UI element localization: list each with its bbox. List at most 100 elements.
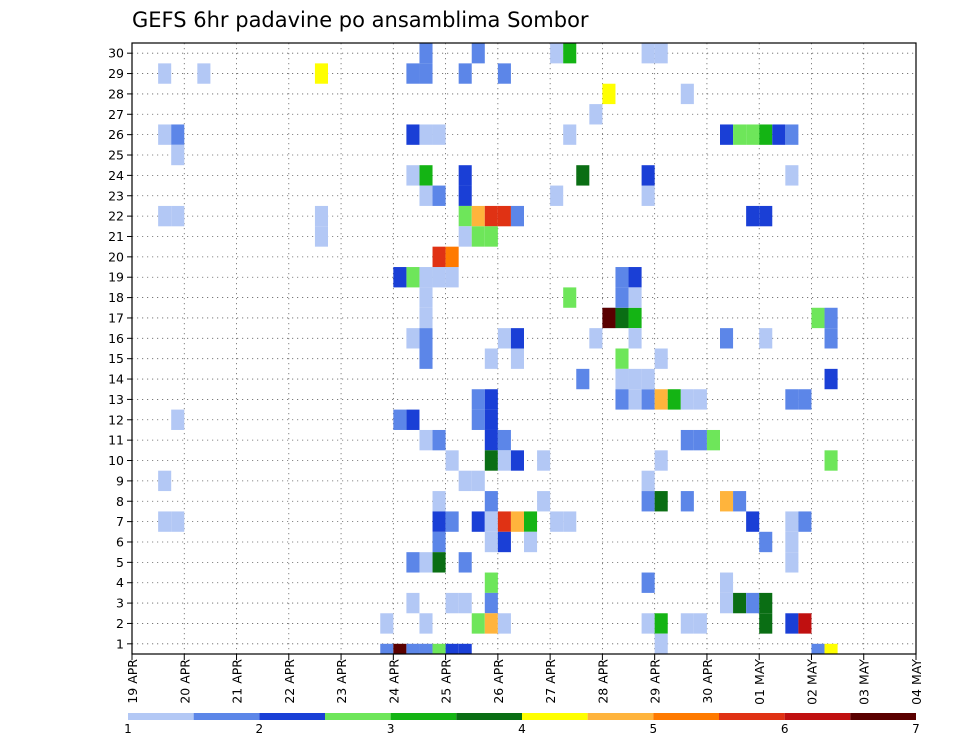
x-tick-label: 21 APR — [230, 659, 245, 704]
x-tick-label: 22 APR — [282, 659, 297, 704]
colorbar-swatch — [653, 713, 719, 720]
y-tick-label: 27 — [108, 107, 124, 122]
data-cell — [406, 328, 420, 349]
x-tick-label: 20 APR — [177, 659, 192, 704]
data-cell — [720, 124, 734, 145]
data-cell — [406, 643, 420, 654]
data-cell — [785, 165, 799, 186]
data-cell — [641, 185, 655, 206]
data-cell — [693, 429, 707, 451]
plot-frame — [131, 42, 917, 655]
data-cell — [785, 531, 799, 553]
y-tick-label: 10 — [108, 453, 124, 468]
data-cell — [680, 83, 694, 105]
data-cell — [628, 389, 642, 410]
data-cell — [419, 63, 433, 84]
data-cell — [576, 368, 590, 390]
x-tick-label: 19 APR — [125, 659, 140, 704]
colorbar-swatch — [587, 713, 654, 720]
data-cell — [484, 389, 498, 410]
colorbar-swatch — [719, 713, 785, 720]
data-cell — [759, 124, 773, 145]
data-cell — [458, 185, 472, 206]
data-cell — [419, 43, 433, 64]
data-cell — [158, 470, 172, 492]
data-cell — [510, 511, 524, 532]
data-cell — [419, 643, 433, 654]
data-cell — [720, 328, 734, 349]
data-cell — [798, 511, 812, 532]
data-cell — [654, 633, 668, 654]
data-cell — [824, 643, 838, 654]
data-cell — [471, 613, 485, 634]
y-tick-label: 22 — [108, 209, 124, 224]
y-tick-label: 12 — [108, 412, 124, 427]
data-cell — [772, 124, 786, 145]
data-cell — [615, 389, 629, 410]
data-cell — [615, 348, 629, 369]
data-cell — [759, 328, 773, 349]
y-tick-label: 7 — [116, 514, 124, 529]
data-cell — [158, 124, 172, 145]
data-cell — [733, 592, 747, 614]
data-cell — [484, 592, 498, 614]
data-cell — [158, 205, 172, 227]
data-cell — [484, 511, 498, 532]
data-cell — [419, 185, 433, 206]
y-tick-label: 18 — [108, 290, 124, 305]
data-cell — [510, 328, 524, 349]
data-cell — [550, 511, 564, 532]
y-tick-label: 13 — [108, 392, 124, 407]
data-cell — [432, 643, 446, 654]
data-cell — [746, 592, 760, 614]
data-cell — [484, 409, 498, 430]
y-tick-label: 1 — [116, 636, 124, 651]
data-cell — [471, 409, 485, 430]
data-cell — [471, 470, 485, 492]
y-tick-label: 2 — [116, 616, 124, 631]
data-cell — [432, 491, 446, 512]
data-cell — [484, 491, 498, 512]
data-cell — [759, 531, 773, 553]
data-cell — [458, 470, 472, 492]
data-cell — [602, 307, 616, 329]
data-cell — [654, 491, 668, 512]
data-cell — [171, 409, 185, 430]
colorbar-swatch — [850, 713, 916, 720]
data-cell — [432, 552, 446, 573]
data-cell — [484, 348, 498, 369]
data-cell — [393, 267, 407, 288]
data-cell — [628, 287, 642, 308]
data-cell — [484, 205, 498, 227]
data-cell — [628, 307, 642, 329]
data-cell — [615, 307, 629, 329]
data-cell — [458, 63, 472, 84]
data-cell — [628, 368, 642, 390]
data-cell — [759, 613, 773, 634]
data-cell — [393, 409, 407, 430]
data-cell — [628, 267, 642, 288]
colorbar-swatch — [784, 713, 851, 720]
data-cell — [550, 43, 564, 64]
y-tick-label: 23 — [108, 188, 124, 203]
data-cell — [471, 205, 485, 227]
data-cell — [785, 511, 799, 532]
data-cell — [406, 592, 420, 614]
y-tick-label: 17 — [108, 310, 124, 325]
x-tick-label: 24 APR — [386, 659, 401, 704]
data-cell — [641, 368, 655, 390]
y-axis-labels: 1234567891011121314151617181920212223242… — [108, 46, 132, 651]
data-cell — [615, 287, 629, 308]
data-cell — [484, 429, 498, 451]
x-tick-label: 03 MAY — [857, 659, 872, 705]
y-tick-label: 21 — [108, 229, 124, 244]
data-cell — [563, 287, 577, 308]
data-cell — [720, 592, 734, 614]
data-cell — [484, 531, 498, 553]
data-cell — [785, 124, 799, 145]
data-cell — [654, 43, 668, 64]
data-cell — [171, 144, 185, 166]
y-tick-label: 25 — [108, 148, 124, 163]
data-cell — [654, 348, 668, 369]
colorbar-label: 5 — [650, 722, 658, 736]
